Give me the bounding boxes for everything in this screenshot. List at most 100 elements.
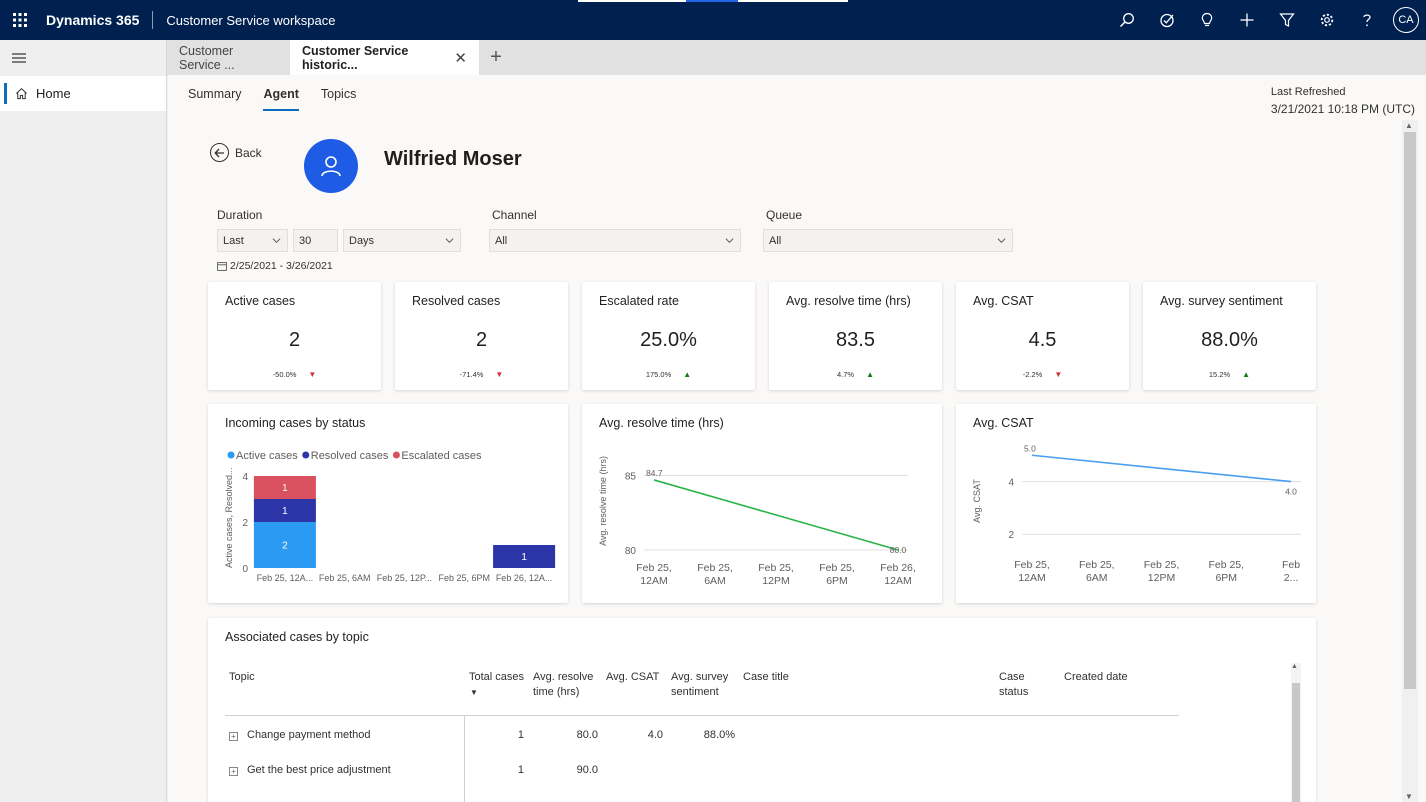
row-topic[interactable]: + Get the best price adjustment: [229, 764, 391, 776]
trend-down-icon: ▼: [308, 370, 317, 379]
queue-select[interactable]: All: [763, 229, 1013, 252]
close-icon[interactable]: ✕: [454, 49, 467, 67]
col-header-case-status[interactable]: Case status: [999, 670, 1028, 700]
col-header-case-title[interactable]: Case title: [743, 671, 789, 683]
col-header-avg-csat[interactable]: Avg. CSAT: [606, 671, 660, 683]
col-header-avg-sentiment[interactable]: Avg. survey sentiment: [671, 670, 728, 700]
kpi-title: Resolved cases: [412, 294, 501, 308]
kpi-value: 88.0%: [1201, 329, 1258, 351]
col-header-avg-sentiment-line2: sentiment: [671, 686, 719, 698]
x-tick-label: Feb 25, 12A...: [257, 573, 314, 583]
filter-icon[interactable]: [1267, 0, 1307, 40]
duration-unit-select[interactable]: Days: [343, 229, 461, 252]
x-tick-label: Feb 25, 12P...: [377, 573, 432, 583]
duration-count-input[interactable]: 30: [293, 229, 338, 252]
duration-mode-select[interactable]: Last: [217, 229, 288, 252]
col-header-topic[interactable]: Topic: [229, 671, 255, 683]
vertical-scrollbar[interactable]: ▲ ▼: [1402, 120, 1418, 802]
tab-topics[interactable]: Topics: [320, 87, 357, 101]
expand-icon[interactable]: +: [229, 767, 238, 776]
user-avatar[interactable]: CA: [1393, 7, 1419, 33]
kpi-card-avg-survey-sentiment[interactable]: Avg. survey sentiment 88.0% 15.2% ▲: [1143, 282, 1316, 390]
associated-cases-card: Associated cases by topic Topic Total ca…: [208, 618, 1316, 802]
plus-icon[interactable]: [1227, 0, 1267, 40]
sort-descending-icon: ▼: [470, 688, 478, 697]
new-tab-button[interactable]: +: [490, 46, 502, 68]
avg-csat-chart-card: Avg. CSAT 2 4 Feb 25, 12AM Feb 25, 6AM Feb 25, 1…: [956, 404, 1316, 603]
main-content: Summary Agent Topics Last Refreshed 3/21…: [168, 75, 1426, 802]
kpi-change: 175.0% ▲: [582, 370, 755, 379]
duration-label: Duration: [217, 208, 263, 222]
row-topic[interactable]: + Change payment method: [229, 729, 371, 741]
kpi-title: Avg. resolve time (hrs): [786, 294, 911, 308]
duration-count-value: 30: [299, 234, 312, 247]
gear-icon[interactable]: [1307, 0, 1347, 40]
x-tick-label: Feb 25,: [1208, 559, 1244, 571]
x-tick-label-line2: 12PM: [762, 575, 789, 587]
trend-down-icon: ▼: [495, 370, 504, 379]
row-avg-csat: 4.0: [647, 729, 663, 741]
kpi-change-value: -50.0%: [272, 370, 297, 379]
col-header-created-date[interactable]: Created date: [1064, 671, 1128, 683]
tab-summary[interactable]: Summary: [188, 87, 242, 101]
table-scrollbar-thumb[interactable]: [1292, 683, 1300, 802]
x-tick-label-line2: 6AM: [704, 575, 726, 587]
brand-name[interactable]: Dynamics 365: [46, 12, 140, 28]
kpi-card-escalated-rate[interactable]: Escalated rate 25.0% 175.0% ▲: [582, 282, 755, 390]
help-icon[interactable]: [1347, 0, 1387, 40]
kpi-title: Avg. survey sentiment: [1160, 294, 1283, 308]
table-scrollbar[interactable]: ▲: [1291, 663, 1301, 802]
kpi-change: 4.7% ▲: [769, 370, 942, 379]
row-avg-sentiment: 88.0%: [703, 729, 735, 741]
home-icon: [16, 87, 27, 100]
legend-label: Escalated cases: [401, 450, 482, 462]
date-range: 2/25/2021 - 3/26/2021: [217, 260, 333, 272]
search-icon[interactable]: [1107, 0, 1147, 40]
scroll-up-icon[interactable]: ▲: [1405, 121, 1413, 130]
person-icon: [321, 156, 341, 177]
scroll-down-icon[interactable]: ▼: [1405, 792, 1413, 801]
legend-marker: [302, 451, 310, 459]
channel-select[interactable]: All: [489, 229, 741, 252]
expand-icon[interactable]: +: [229, 732, 238, 741]
y-axis-label: Avg. CSAT: [972, 479, 982, 523]
row-topic-label: Get the best price adjustment: [247, 764, 391, 776]
kpi-value: 2: [288, 329, 301, 351]
data-point-label: 4.0: [1285, 487, 1297, 497]
x-tick-label: Feb 25, 6PM: [439, 573, 491, 583]
channel-value: All: [495, 234, 508, 247]
app-launcher-icon[interactable]: [0, 0, 40, 40]
lightbulb-icon[interactable]: [1187, 0, 1227, 40]
row-total-cases: 1: [517, 764, 524, 776]
date-range-value: 2/25/2021 - 3/26/2021: [230, 260, 333, 272]
y-tick-label: 80: [625, 546, 637, 557]
nav-item-home[interactable]: Home: [0, 76, 166, 111]
kpi-card-avg-csat[interactable]: Avg. CSAT 4.5 -2.2% ▼: [956, 282, 1129, 390]
col-header-avg-resolve[interactable]: Avg. resolve time (hrs): [533, 670, 593, 700]
last-refreshed-label: Last Refreshed: [1270, 86, 1346, 98]
col-header-total-cases-label: Total cases: [469, 671, 525, 683]
tab-agent[interactable]: Agent: [263, 87, 299, 111]
kpi-change-value: -71.4%: [459, 370, 484, 379]
x-tick-label: Feb 25,: [1014, 559, 1050, 571]
kpi-card-avg-resolve-time[interactable]: Avg. resolve time (hrs) 83.5 4.7% ▲: [769, 282, 942, 390]
kpi-card-resolved-cases[interactable]: Resolved cases 2 -71.4% ▼: [395, 282, 568, 390]
back-button[interactable]: Back: [210, 143, 262, 162]
row-topic-label: Change payment method: [247, 729, 371, 741]
session-tab-2[interactable]: Customer Service historic... ✕: [290, 40, 479, 75]
hamburger-menu-icon[interactable]: [0, 40, 166, 76]
series-line: [1031, 454, 1292, 483]
y-axis-label: Active cases, Resolved...: [224, 467, 234, 568]
col-header-total-cases[interactable]: Total cases ▼: [469, 670, 524, 700]
trend-up-icon: ▲: [866, 370, 875, 379]
chevron-down-icon: [272, 238, 281, 244]
scrollbar-thumb[interactable]: [1404, 132, 1416, 689]
y-tick-label: 4: [1008, 478, 1014, 489]
task-icon[interactable]: [1147, 0, 1187, 40]
kpi-card-active-cases[interactable]: Active cases 2 -50.0% ▼: [208, 282, 381, 390]
session-tab-1[interactable]: Customer Service ...: [179, 43, 235, 72]
x-tick-label-line2: 12PM: [1148, 572, 1175, 584]
page-tabs: Summary Agent Topics: [188, 87, 378, 111]
scroll-up-icon[interactable]: ▲: [1291, 663, 1298, 670]
